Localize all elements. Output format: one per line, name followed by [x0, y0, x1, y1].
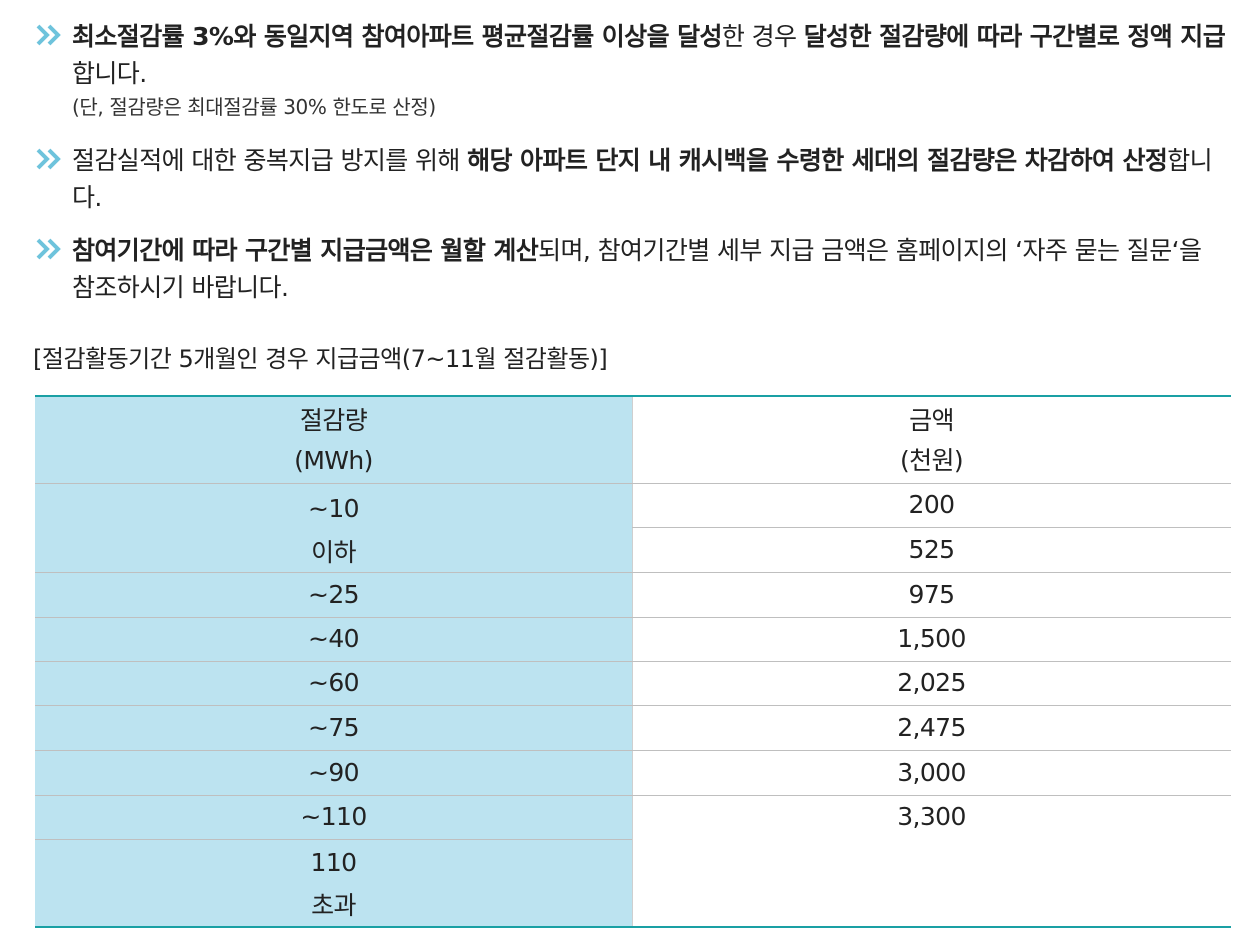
double-chevron-right-icon [36, 148, 61, 170]
double-chevron-right-icon [36, 238, 61, 260]
table-row-divider [35, 661, 1231, 662]
bullet-item-2: 절감실적에 대한 중복지급 방지를 위해 해당 아파트 단지 내 캐시백을 수령… [36, 142, 1231, 216]
amount-cell: 2,475 [897, 713, 966, 742]
bullet-2-segment-1: 절감실적에 대한 중복지급 방지를 위해 [72, 146, 468, 175]
bullet-1-segment-1: 최소절감률 3%와 동일지역 참여아파트 평균절감률 이상을 달성 [72, 22, 722, 51]
reduction-cell: ~40 [35, 617, 632, 661]
header-reduction-unit: (MWh) [294, 446, 373, 475]
amount-cell: 3,300 [897, 802, 966, 831]
reduction-cell: ~90 [35, 750, 632, 795]
bullet-1-segment-4: 합니다. [72, 59, 147, 88]
table-bottom-border [35, 926, 1231, 928]
reduction-cell-line: ~40 [308, 624, 360, 653]
amount-cell: 1,500 [897, 624, 966, 653]
reduction-cell: 110 초과 [35, 841, 632, 927]
reduction-cell-line: ~90 [308, 758, 360, 787]
table-top-border [35, 395, 1231, 397]
bullet-text-3: 참여기간에 따라 구간별 지급금액은 월할 계산되며, 참여기간별 세부 지급 … [72, 232, 1231, 306]
reduction-cell: ~75 [35, 705, 632, 750]
table-row-divider [35, 839, 632, 840]
header-amount: 금액 (천원) [632, 401, 1231, 481]
bullet-1-segment-3: 달성한 절감량에 따라 구간별로 정액 지급 [803, 22, 1226, 51]
reduction-cell-line: ~25 [308, 580, 360, 609]
reduction-cell-line: ~110 [300, 802, 367, 831]
reduction-cell: ~25 [35, 572, 632, 617]
bullet-item-3: 참여기간에 따라 구간별 지급금액은 월할 계산되며, 참여기간별 세부 지급 … [36, 232, 1231, 306]
table-row-divider [35, 705, 1231, 706]
header-reduction: 절감량 (MWh) [35, 401, 632, 481]
table-row-divider [35, 795, 1231, 796]
table-row-divider [35, 617, 1231, 618]
amount-cell: 2,025 [897, 668, 966, 697]
amount-cell: 525 [908, 535, 956, 564]
reduction-cell-line: ~60 [308, 668, 360, 697]
table-row-divider [35, 750, 1231, 751]
header-amount-unit: (천원) [899, 446, 964, 475]
amount-cell: 3,000 [897, 758, 966, 787]
reduction-cell-line: 110 [310, 848, 358, 877]
reduction-cell: ~60 [35, 661, 632, 705]
reduction-cell-line: 초과 [311, 891, 356, 920]
table-row-divider [632, 527, 1231, 528]
header-reduction-label: 절감량 [299, 406, 368, 435]
table-caption: [절감활동기간 5개월인 경우 지급금액(7~11월 절감활동)] [33, 345, 608, 373]
table-row-divider [35, 483, 1231, 484]
amount-cell: 200 [908, 490, 956, 519]
bullet-3-segment-2: 되며, 참여기간별 세부 지급 금액은 홈페이지의 ‘자주 묻는 질문‘을 참조… [72, 236, 1202, 302]
bullet-1-note: (단, 절감량은 최대절감률 30% 한도로 산정) [72, 95, 436, 119]
reduction-cell: ~10 이하 [35, 487, 632, 575]
bullet-2-segment-3: 합니다. [72, 146, 1213, 212]
table-row-divider [35, 572, 1231, 573]
reduction-cell-line: 이하 [311, 538, 356, 567]
reduction-cell-line: ~75 [308, 713, 360, 742]
bullet-text-2: 절감실적에 대한 중복지급 방지를 위해 해당 아파트 단지 내 캐시백을 수령… [72, 142, 1231, 216]
bullet-text-1: 최소절감률 3%와 동일지역 참여아파트 평균절감률 이상을 달성한 경우 달성… [72, 18, 1231, 92]
bullet-2-segment-2: 해당 아파트 단지 내 캐시백을 수령한 세대의 절감량은 차감하여 산정 [467, 146, 1168, 175]
payment-table: 절감량 (MWh) 금액 (천원) ~10 이하 ~25 ~40 ~60 ~75… [35, 395, 1231, 928]
bullet-item-1: 최소절감률 3%와 동일지역 참여아파트 평균절감률 이상을 달성한 경우 달성… [36, 18, 1231, 122]
header-amount-label: 금액 [909, 406, 954, 435]
reduction-cell: ~110 [35, 795, 632, 839]
bullet-3-segment-1: 참여기간에 따라 구간별 지급금액은 월할 계산 [72, 236, 539, 265]
double-chevron-right-icon [36, 24, 61, 46]
reduction-cell-line: ~10 [308, 494, 360, 523]
bullet-1-segment-2: 한 경우 [721, 22, 804, 51]
amount-cell: 975 [908, 580, 956, 609]
